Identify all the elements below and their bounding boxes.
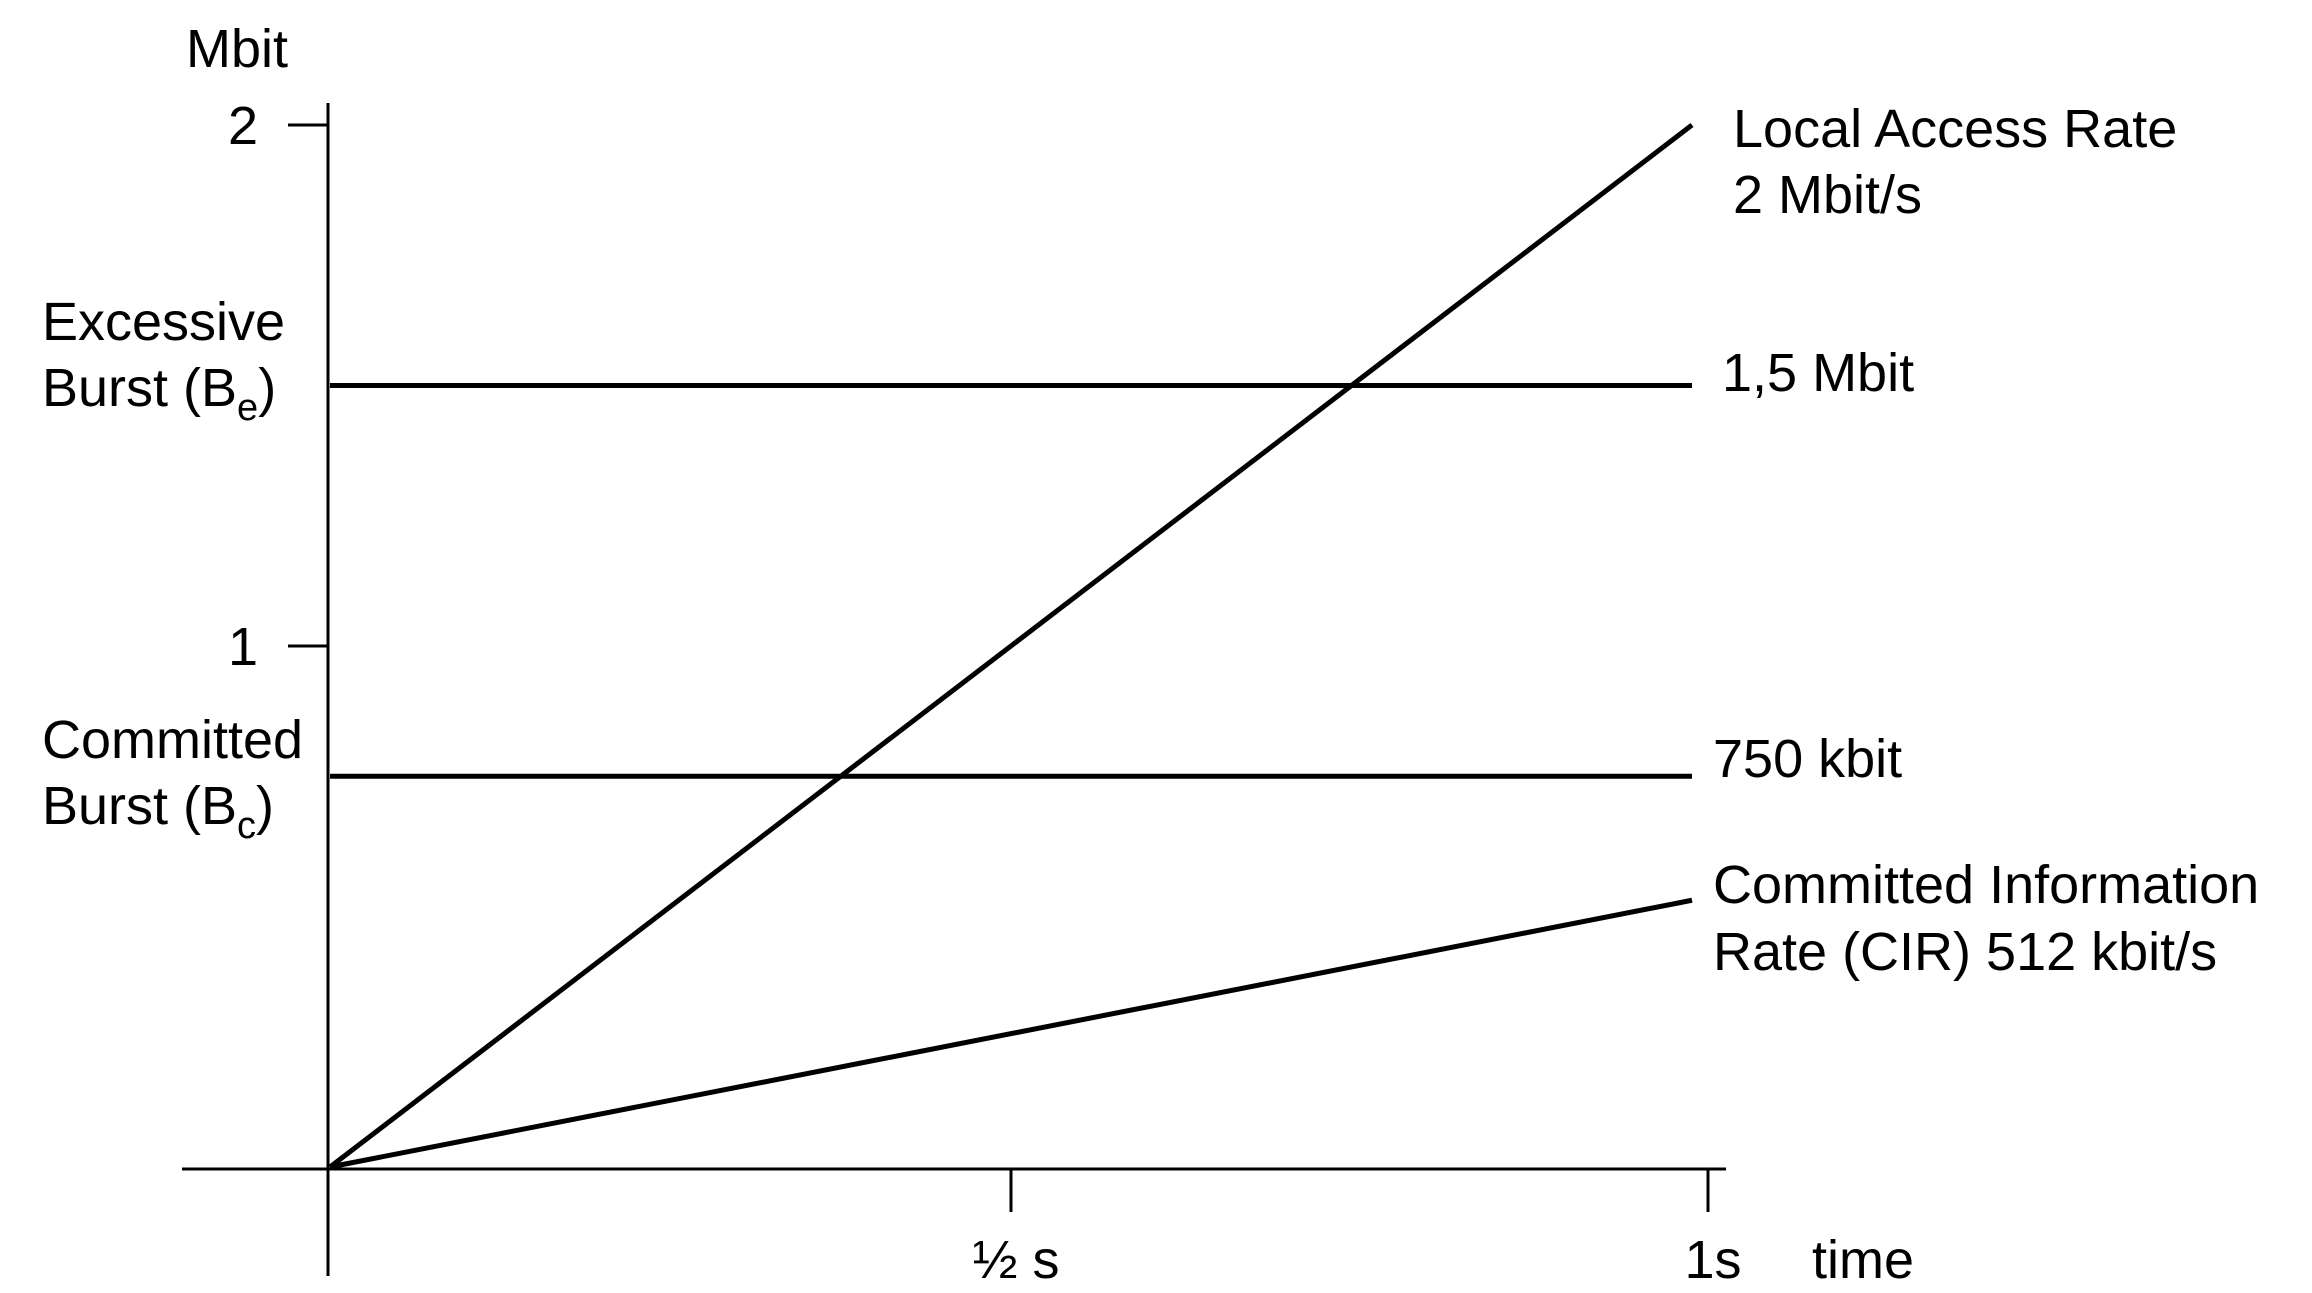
access-rate-label-line2: 2 Mbit/s [1733, 165, 1922, 225]
cir-series-line [329, 897, 1693, 1170]
y-tick-label-1: 1 [228, 617, 258, 677]
be-label-line2: Burst (Be) [42, 358, 276, 429]
be-label-line1: Excessive [42, 292, 285, 352]
x-ticks: ½ s 1s [972, 1169, 1742, 1290]
be-value-label: 1,5 Mbit [1722, 343, 1914, 403]
x-tick-label-0: ½ s [972, 1230, 1059, 1290]
bc-label-line2: Burst (Bc) [42, 776, 274, 847]
cir-label-line2: Rate (CIR) 512 kbit/s [1713, 922, 2217, 982]
cir-label-line1: Committed Information [1713, 855, 2259, 915]
bc-value-label: 750 kbit [1713, 729, 1902, 789]
access_rate-series-line [328, 123, 1694, 1169]
access-rate-label-line1: Local Access Rate [1733, 99, 2177, 159]
y-ticks: 21 [228, 96, 328, 677]
x-tick-label-1: 1s [1684, 1230, 1741, 1290]
y-tick-label-0: 2 [228, 96, 258, 156]
bc-label-line1: Committed [42, 710, 303, 770]
y-unit-label: Mbit [186, 19, 288, 79]
series-lines [328, 123, 1694, 1170]
x-unit-label: time [1812, 1230, 1914, 1290]
threshold-lines [330, 383, 1692, 779]
